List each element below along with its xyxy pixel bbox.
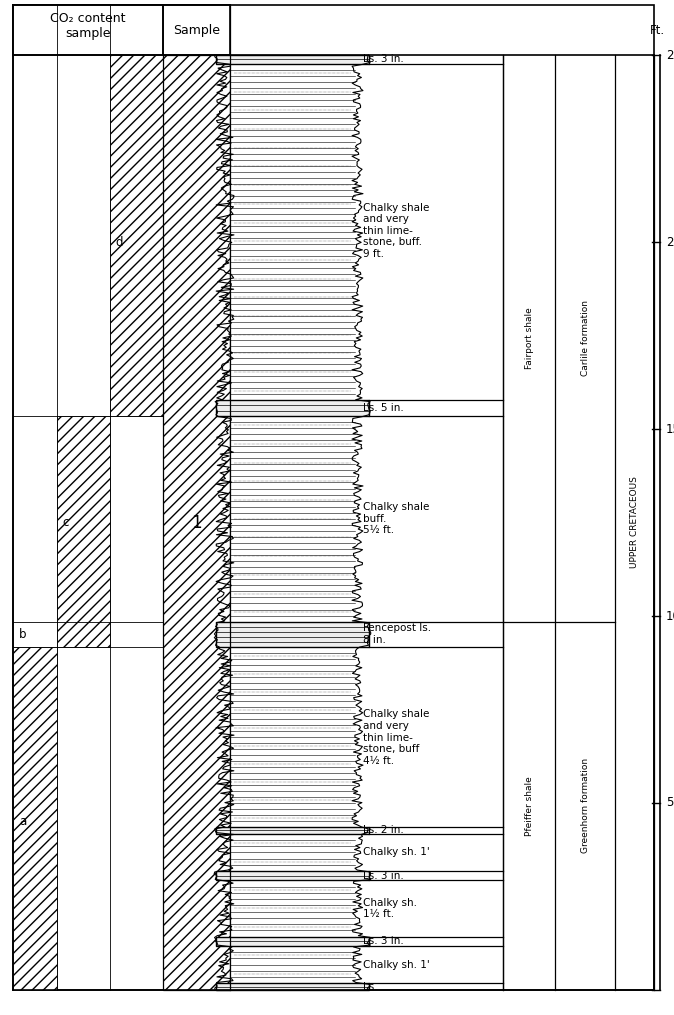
Bar <box>216 55 369 64</box>
Text: Ls. 2 in.: Ls. 2 in. <box>363 825 404 835</box>
Text: 20: 20 <box>666 235 674 249</box>
Bar <box>230 64 355 400</box>
Bar <box>230 416 355 621</box>
Bar <box>230 880 355 937</box>
Bar <box>216 621 369 647</box>
Bar <box>216 871 369 880</box>
Text: UPPER CRETACEOUS: UPPER CRETACEOUS <box>630 477 639 568</box>
Text: 1: 1 <box>191 514 202 532</box>
Text: Fairport shale: Fairport shale <box>524 308 534 369</box>
Text: Chalky sh. 1': Chalky sh. 1' <box>363 959 430 969</box>
Bar <box>230 946 355 984</box>
Bar <box>13 647 57 990</box>
Bar <box>230 833 355 871</box>
Bar <box>57 416 110 647</box>
Text: Ls. 3 in.: Ls. 3 in. <box>363 54 404 64</box>
Bar <box>13 5 163 55</box>
Text: CO₂ content
sample: CO₂ content sample <box>51 12 126 40</box>
Bar <box>230 647 355 827</box>
Text: Chalky shale
and very
thin lime-
stone, buff
4½ ft.: Chalky shale and very thin lime- stone, … <box>363 709 429 765</box>
Text: Chalky shale
buff.
5½ ft.: Chalky shale buff. 5½ ft. <box>363 502 429 535</box>
Text: 25: 25 <box>666 49 674 62</box>
Text: 15: 15 <box>666 422 674 435</box>
Text: Sample: Sample <box>173 23 220 37</box>
Text: Chalky sh. 1': Chalky sh. 1' <box>363 848 430 858</box>
Bar <box>163 55 230 990</box>
Text: Fencepost ls.
8 in.: Fencepost ls. 8 in. <box>363 623 431 645</box>
Text: Chalky sh.
1½ ft.: Chalky sh. 1½ ft. <box>363 897 417 920</box>
Text: b: b <box>19 628 26 641</box>
Bar <box>163 5 230 55</box>
Bar <box>110 55 163 416</box>
Text: Ft.: Ft. <box>650 24 665 37</box>
Text: Ls. 5 in.: Ls. 5 in. <box>363 403 404 413</box>
Text: 10: 10 <box>666 609 674 622</box>
Text: a: a <box>19 815 26 828</box>
Bar <box>216 400 369 416</box>
Text: Ls. 3 in.: Ls. 3 in. <box>363 871 404 881</box>
Text: Pfeiffer shale: Pfeiffer shale <box>524 775 534 835</box>
Bar <box>216 984 369 990</box>
Text: 5: 5 <box>666 797 673 810</box>
Text: d: d <box>115 235 123 249</box>
Text: Ls.: Ls. <box>363 982 377 992</box>
Text: Greenhorn formation: Greenhorn formation <box>580 758 590 854</box>
Text: Ls. 3 in.: Ls. 3 in. <box>363 936 404 946</box>
Text: Carlile formation: Carlile formation <box>580 300 590 377</box>
Bar <box>216 937 369 946</box>
Bar <box>216 827 369 833</box>
Text: c: c <box>62 516 68 529</box>
Text: Chalky shale
and very
thin lime-
stone, buff.
9 ft.: Chalky shale and very thin lime- stone, … <box>363 203 429 259</box>
